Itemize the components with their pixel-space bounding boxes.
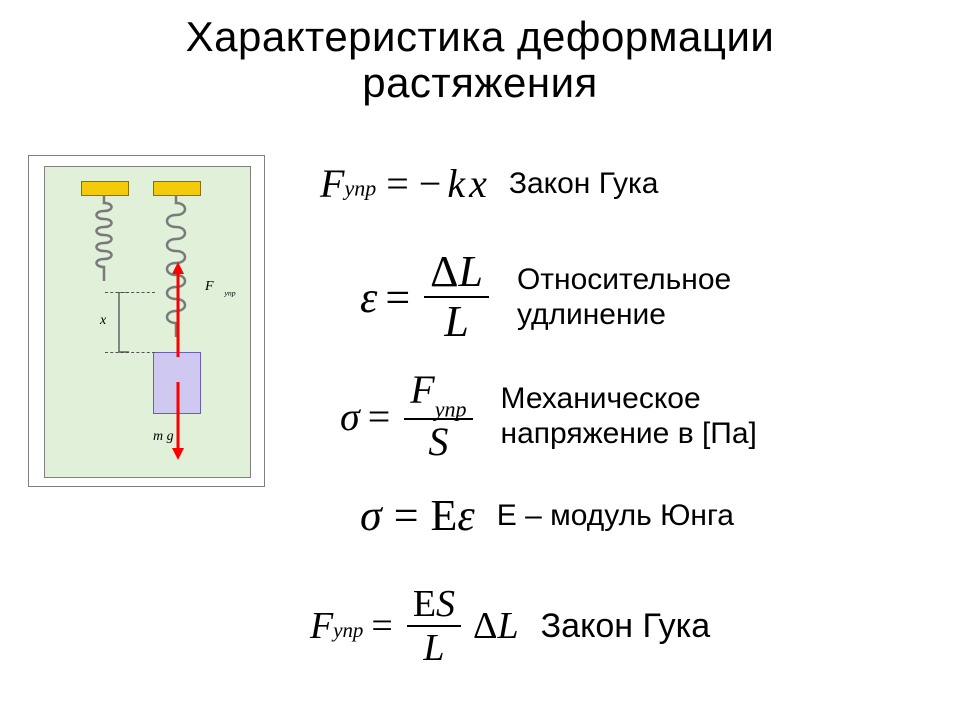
formula-row-young: σ = Εε Е – модуль Юнга — [360, 490, 734, 541]
x-label: x — [100, 313, 106, 329]
desc-stress: Механическое напряжение в [Па] — [501, 381, 757, 452]
formula-row-strain: ε = ΔL L Относительное удлинение — [360, 250, 731, 344]
desc-young: Е – модуль Юнга — [497, 498, 734, 533]
title-line2: растяжения — [362, 59, 598, 106]
support-left — [81, 181, 129, 196]
spring-diagram: x F⃗упр m g⃗ — [44, 166, 251, 478]
page-title: Характеристика деформации растяжения — [0, 0, 960, 106]
formula-row-stress: σ = Fупр S Механическое напряжение в [Па… — [340, 370, 757, 462]
mg-label: m g⃗ — [153, 429, 185, 445]
title-line1: Характеристика деформации — [186, 13, 775, 60]
fupr-label: F⃗упр — [205, 279, 236, 296]
slide: Характеристика деформации растяжения x — [0, 0, 960, 720]
desc-hooke2: Закон Гука — [541, 606, 711, 646]
mg-arrow — [171, 382, 185, 460]
spring-diagram-frame: x F⃗упр m g⃗ — [28, 155, 265, 487]
desc-hooke: Закон Гука — [509, 166, 659, 201]
formula-strain: ε = ΔL L — [360, 250, 495, 344]
formula-hooke2: Fупр = ΕS L ΔL — [310, 585, 519, 667]
formula-hooke: Fупр = − kx — [320, 160, 487, 207]
support-right — [153, 181, 201, 196]
formula-row-hooke2: Fупр = ΕS L ΔL Закон Гука — [310, 585, 710, 667]
desc-strain: Относительное удлинение — [517, 262, 731, 333]
spring-left — [89, 195, 119, 295]
formula-row-hooke: Fупр = − kx Закон Гука — [320, 160, 658, 207]
x-extent-marker — [115, 292, 131, 354]
fupr-arrow — [171, 262, 185, 357]
formula-young: σ = Εε — [360, 490, 475, 541]
formula-stress: σ = Fупр S — [340, 370, 479, 462]
